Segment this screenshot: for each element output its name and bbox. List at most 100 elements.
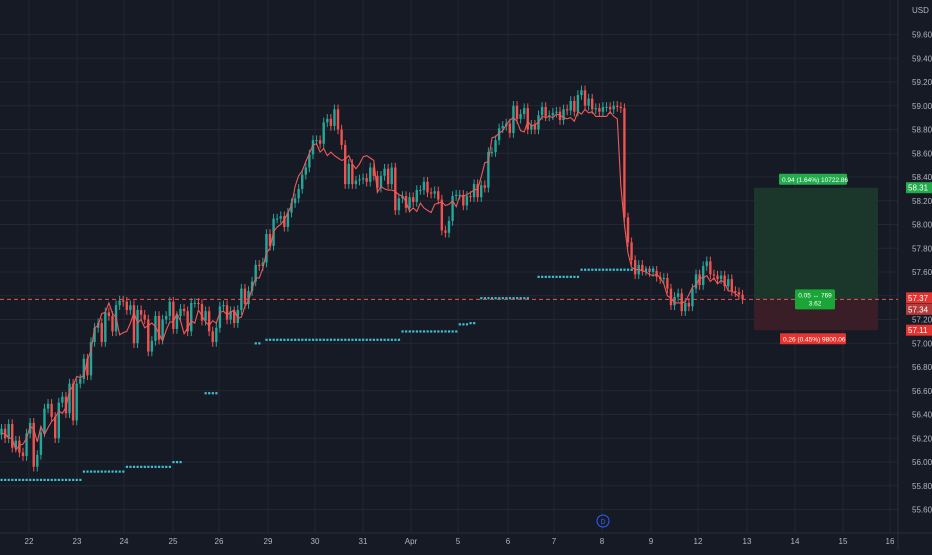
- candle-body: [211, 331, 214, 343]
- candle-body: [0, 428, 3, 435]
- candle-body: [426, 181, 429, 193]
- moving-average-line: [1, 108, 740, 452]
- y-tick-label: 57.20: [912, 316, 932, 325]
- dividend-marker[interactable]: D: [596, 514, 610, 528]
- dot-mark: [344, 338, 347, 341]
- dividend-marker-circle[interactable]: [596, 514, 610, 528]
- candle-body: [11, 424, 14, 448]
- candle-body: [283, 216, 286, 227]
- candle-body: [684, 302, 687, 312]
- dot-mark: [397, 338, 401, 341]
- candle-body: [150, 340, 154, 352]
- x-tick-label: 25: [169, 537, 178, 546]
- candle-body: [401, 196, 404, 199]
- dot-mark: [426, 330, 429, 333]
- y-tick-label: 59.20: [912, 78, 932, 87]
- candle-body: [716, 275, 719, 280]
- candle-body: [422, 181, 426, 191]
- x-tick-label: 26: [215, 537, 224, 546]
- x-tick-label: 30: [311, 537, 320, 546]
- candle-body: [161, 319, 164, 340]
- dot-mark: [329, 338, 333, 341]
- currency-label: USD: [912, 6, 929, 15]
- dot-mark: [591, 268, 594, 271]
- candle-body: [454, 194, 458, 196]
- dot-mark: [57, 478, 60, 482]
- dot-mark: [21, 478, 25, 482]
- dot-mark: [115, 470, 118, 473]
- dot-mark: [433, 330, 436, 333]
- dot-mark: [129, 465, 132, 468]
- dot-mark: [143, 465, 146, 468]
- candle-body: [190, 302, 193, 332]
- candle-body: [594, 108, 597, 110]
- candle-body: [21, 452, 25, 457]
- candle-body: [712, 274, 716, 276]
- x-tick-label: Apr: [405, 537, 418, 546]
- candle-body: [437, 191, 440, 200]
- x-axis[interactable]: 22 23 24 25 26 29 30 31 Apr 5 6 7 8 9 12 13 14 15 16: [25, 537, 895, 546]
- dot-mark: [283, 338, 286, 341]
- candle-body: [480, 185, 483, 198]
- candle-body: [293, 198, 297, 204]
- candle-body: [605, 106, 608, 108]
- candle-body: [154, 315, 157, 341]
- y-tick-label: 58.80: [912, 126, 932, 135]
- dot-mark: [72, 478, 75, 482]
- dot-mark: [541, 275, 544, 278]
- candle-body: [379, 175, 383, 188]
- dividend-marker-text: D: [601, 519, 606, 526]
- candle-body: [540, 106, 544, 116]
- candle-body: [701, 266, 705, 286]
- dot-mark: [609, 268, 612, 271]
- candle-body: [623, 108, 626, 218]
- candle-body: [440, 199, 444, 231]
- candle-body: [86, 358, 89, 376]
- candle-body: [598, 108, 601, 112]
- candle-body: [118, 300, 121, 306]
- candle-body: [329, 118, 333, 126]
- candle-body: [651, 270, 655, 272]
- candle-body: [25, 433, 28, 457]
- candle-body: [372, 167, 376, 176]
- dot-mark: [90, 470, 93, 473]
- candle-body: [79, 378, 82, 384]
- candle-body: [233, 311, 236, 324]
- entry-info-bg: [795, 289, 835, 310]
- current-price-label-bg: [906, 292, 932, 304]
- dot-mark: [376, 338, 379, 341]
- candle-body: [408, 197, 411, 208]
- dot-mark: [337, 338, 340, 341]
- profit-zone: [754, 187, 878, 300]
- y-axis[interactable]: 59.60 59.40 59.20 59.00 58.80 58.60 58.40 58.20…: [912, 31, 932, 515]
- dot-mark: [322, 338, 325, 341]
- target-price-label-bg: [906, 182, 932, 194]
- candle-body: [487, 152, 490, 188]
- dot-mark: [340, 338, 343, 341]
- dot-mark: [605, 268, 608, 271]
- ma-line: [1, 108, 740, 452]
- dot-mark: [25, 478, 28, 482]
- dot-mark: [172, 461, 175, 464]
- candle-body: [75, 383, 78, 421]
- dot-mark: [272, 338, 275, 341]
- dot-mark: [437, 330, 440, 333]
- dot-mark: [562, 275, 565, 278]
- dot-mark: [576, 275, 580, 278]
- dot-mark: [347, 338, 350, 341]
- candle-body: [68, 383, 71, 414]
- dot-mark: [351, 338, 354, 341]
- candle-body: [648, 270, 651, 272]
- dot-mark: [75, 478, 78, 482]
- stop-price-label-bg: [906, 324, 932, 336]
- candle-body: [390, 167, 393, 185]
- dot-mark: [93, 470, 96, 473]
- candle-body: [562, 109, 565, 120]
- dot-mark: [265, 338, 268, 341]
- level-price-label-bg: [906, 303, 932, 315]
- candle-body: [429, 192, 433, 194]
- candle-body: [326, 118, 329, 123]
